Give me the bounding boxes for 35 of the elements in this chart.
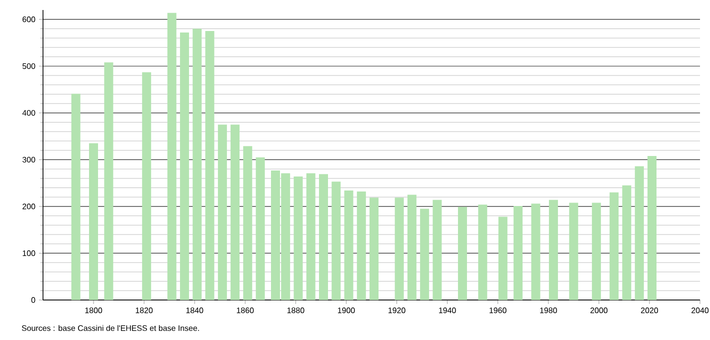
bar: [648, 156, 656, 300]
bar: [592, 202, 601, 300]
bar: [610, 192, 619, 300]
bar: [370, 198, 379, 300]
bar: [142, 72, 152, 300]
bar: [432, 200, 442, 300]
bar: [548, 200, 558, 300]
bar: [569, 202, 578, 300]
bar: [104, 62, 114, 300]
bar: [407, 194, 416, 300]
bar: [230, 124, 240, 300]
bar: [332, 182, 341, 300]
bar: [356, 191, 366, 300]
bar: [218, 124, 227, 300]
bar: [344, 190, 354, 300]
bar: [180, 32, 190, 300]
bar: [71, 94, 80, 300]
bar: [192, 28, 202, 300]
bar: [531, 204, 540, 300]
bar: [420, 208, 430, 300]
bar: [306, 173, 316, 300]
bar: [478, 204, 488, 300]
bar: [458, 206, 467, 300]
bar: [243, 146, 252, 300]
bar: [294, 176, 303, 300]
bar: [318, 174, 328, 300]
bar: [256, 157, 265, 300]
bar: [167, 12, 176, 300]
bar: [89, 143, 98, 300]
bar: [394, 198, 404, 300]
bar: [498, 216, 508, 300]
bar: [634, 166, 644, 300]
bar: [514, 206, 523, 300]
bar: [205, 31, 214, 300]
bar: [622, 185, 632, 300]
